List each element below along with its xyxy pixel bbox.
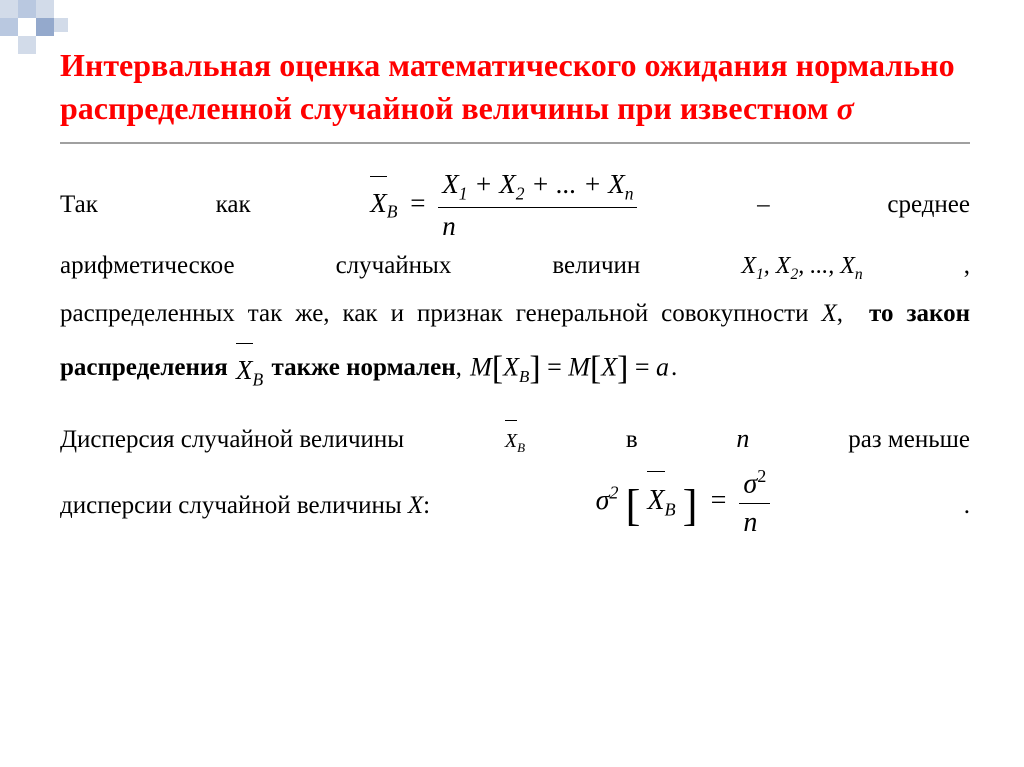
p1-arith: арифметическое (60, 242, 235, 290)
p1-vel: величин (552, 242, 640, 290)
p2-period: . (964, 482, 970, 530)
formula-xb-inline: XB (236, 343, 263, 397)
p1-dash: – (757, 181, 770, 229)
p2-line1: Дисперсия случайной величины XB в n раз … (60, 414, 970, 464)
formula-M-a: a (656, 353, 669, 382)
p1-rand: случайных (336, 242, 452, 290)
p2-X: X (408, 492, 423, 519)
paragraph-2: Дисперсия случайной величины XB в n раз … (60, 414, 970, 549)
p2-n: n (736, 414, 749, 463)
formula-xb-small: XB (505, 421, 525, 461)
p1-line1: Так как XB = X1 + X2 + ... + Xn n – сред… (60, 168, 970, 242)
p2-colon: : (423, 492, 430, 519)
p1-srednee: среднее (887, 181, 970, 229)
p1-lead1: Так (60, 181, 98, 229)
formula-variance: σ2 [ XB ] = σ2 n (596, 463, 771, 548)
formula-M: M[XB] = M[X] = a (470, 337, 669, 401)
p2-t1: Дисперсия случайной величины (60, 416, 404, 464)
p1-cont4: распределенных так же, как и признак ген… (60, 300, 821, 327)
slide-title: Интервальная оценка математического ожид… (60, 44, 970, 144)
title-text: Интервальная оценка математического ожид… (60, 47, 955, 126)
p1-line2: арифметическое случайных величин X1, X2,… (60, 242, 970, 290)
formula-mean: XB = X1 + X2 + ... + Xn n (370, 168, 637, 242)
p2-t3: раз меньше (848, 416, 970, 464)
p1-bold2: также нормален (272, 354, 456, 381)
title-sigma: σ (837, 90, 854, 126)
formula-seq: X1, X2, ..., Xn (741, 244, 862, 290)
p1-lead2: как (216, 181, 251, 229)
p2-line2: дисперсии случайной величины X: σ2 [ XB … (60, 463, 970, 548)
slide-body: Так как XB = X1 + X2 + ... + Xn n – сред… (60, 168, 970, 548)
slide: Интервальная оценка математического ожид… (0, 0, 1024, 548)
p1-X: X (821, 300, 836, 327)
p2-t2: в (626, 416, 638, 464)
p1-comma: , (964, 242, 970, 290)
p2-t4: дисперсии случайной величины (60, 492, 408, 519)
paragraph-1: Так как XB = X1 + X2 + ... + Xn n – сред… (60, 168, 970, 401)
